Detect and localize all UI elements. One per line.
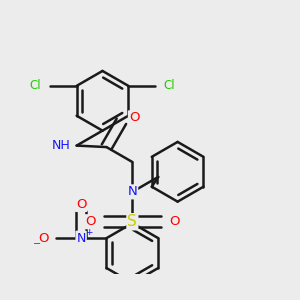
Text: O: O [129, 111, 140, 124]
Text: +: + [85, 228, 92, 237]
Text: O: O [38, 232, 49, 245]
Text: −: − [33, 239, 41, 249]
Text: O: O [85, 215, 95, 228]
Text: S: S [128, 214, 137, 229]
Text: NH: NH [52, 139, 70, 152]
Text: O: O [76, 198, 86, 211]
Text: Cl: Cl [30, 80, 41, 92]
Text: N: N [76, 232, 86, 245]
Text: Cl: Cl [164, 80, 175, 92]
Text: O: O [169, 215, 180, 228]
Text: N: N [128, 185, 137, 198]
